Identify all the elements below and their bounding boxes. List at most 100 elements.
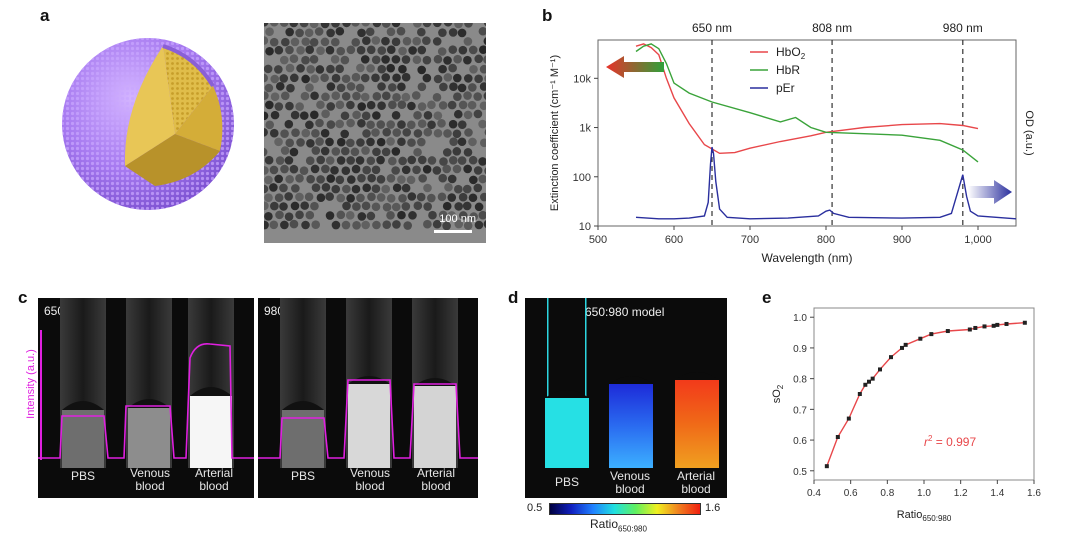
tem-particle — [289, 219, 299, 229]
tem-particle — [398, 46, 407, 56]
tem-particle — [279, 55, 289, 65]
tem-particle — [418, 174, 427, 183]
chart-b-xtick-label: 1,000 — [964, 234, 992, 246]
tem-particle — [464, 128, 473, 137]
tem-particle — [341, 166, 351, 176]
chart-b-series-per — [635, 146, 1017, 220]
tem-particle — [462, 201, 472, 211]
tem-particle — [371, 55, 381, 65]
tem-particle — [309, 55, 319, 64]
tem-particle — [340, 129, 350, 139]
chart-e-ytick-label: 0.6 — [793, 436, 807, 447]
tem-particle — [408, 211, 417, 220]
tem-particle — [341, 74, 351, 84]
tem-particle — [296, 46, 305, 55]
tem-particle — [346, 193, 355, 203]
tem-particle — [484, 129, 486, 136]
tem-particle — [301, 220, 310, 230]
tem-particle — [377, 64, 387, 74]
tem-particle — [371, 202, 381, 212]
chart-e-point — [889, 355, 893, 360]
chart-e-xtick-label: 1.4 — [990, 488, 1004, 499]
tem-particle — [448, 28, 458, 37]
tem-particle — [376, 175, 386, 184]
tem-particle — [285, 174, 294, 184]
tem-micrograph: 100 nm — [264, 23, 486, 243]
tem-particle — [351, 72, 361, 82]
tem-particle — [398, 194, 407, 203]
chart-b-frame — [597, 39, 1017, 227]
tem-particle — [326, 64, 335, 74]
tem-particle — [417, 65, 426, 75]
tem-particle — [264, 91, 269, 100]
tem-particle — [305, 120, 314, 130]
tem-particle — [423, 202, 432, 211]
tem-particle — [320, 23, 330, 29]
tem-particle — [264, 127, 268, 137]
tem-particle — [468, 83, 477, 92]
chart-b-xtick-label: 900 — [893, 234, 911, 246]
panel-letter-d: d — [508, 288, 519, 307]
tem-particle — [284, 192, 293, 201]
tem-particle — [412, 55, 422, 65]
tem-particle — [336, 193, 346, 203]
tem-particle — [269, 165, 279, 175]
tem-particle — [316, 46, 325, 56]
tem-particle — [351, 184, 361, 194]
tem-particle — [474, 202, 484, 212]
tem-particle — [442, 201, 452, 211]
chart-b-xtick-label: 600 — [665, 234, 683, 246]
tem-particle — [367, 173, 376, 183]
arrow-right-icon — [968, 180, 1012, 204]
tem-particle — [437, 192, 447, 202]
tem-particle — [438, 64, 447, 74]
tem-particle — [457, 137, 467, 147]
tem-particle — [365, 27, 375, 37]
tem-particle — [289, 164, 299, 174]
tem-particle — [264, 211, 273, 221]
tem-particle — [402, 36, 412, 46]
tem-particle — [305, 156, 315, 166]
tem-particle — [289, 73, 299, 83]
tem-particle — [417, 155, 427, 165]
tem-particle — [473, 109, 483, 119]
chart-e-xtick-label: 1.0 — [917, 488, 931, 499]
tem-particle — [398, 64, 407, 74]
tem-particle — [457, 83, 467, 93]
tem-particle — [340, 146, 350, 156]
tem-particle — [300, 91, 310, 101]
tem-particle — [483, 92, 486, 100]
tem-particle — [469, 212, 478, 221]
tem-particle — [483, 220, 486, 228]
tem-particle — [284, 119, 294, 129]
tem-particle — [314, 27, 324, 36]
tem-particle — [316, 100, 325, 110]
tem-particle — [301, 55, 310, 65]
tem-particle — [356, 138, 365, 147]
tem-particle — [295, 210, 304, 220]
tem-particle — [463, 221, 473, 230]
chart-e-point — [900, 345, 904, 350]
tem-particle — [311, 220, 321, 230]
tem-particle — [356, 193, 365, 203]
tem-particle — [270, 74, 280, 84]
tem-particle — [306, 138, 315, 148]
chart-e-ylabel: sO2 — [771, 384, 785, 403]
tem-particle — [281, 37, 290, 47]
tem-particle — [335, 100, 345, 110]
tem-particle — [264, 64, 273, 74]
tem-particle — [285, 45, 294, 55]
tem-particle — [295, 192, 304, 202]
tem-particle — [412, 165, 421, 175]
tem-particle — [386, 137, 395, 146]
panel-c-tubes — [38, 298, 478, 468]
tem-particle — [274, 193, 284, 203]
tem-particle — [295, 28, 304, 38]
tem-particle — [412, 36, 421, 46]
tem-particle — [427, 156, 437, 165]
tem-particle — [336, 137, 346, 147]
tem-particle — [269, 23, 279, 27]
chart-e-point — [824, 464, 829, 469]
tem-particle — [275, 81, 285, 91]
colorbar-min: 0.5 — [527, 502, 543, 514]
